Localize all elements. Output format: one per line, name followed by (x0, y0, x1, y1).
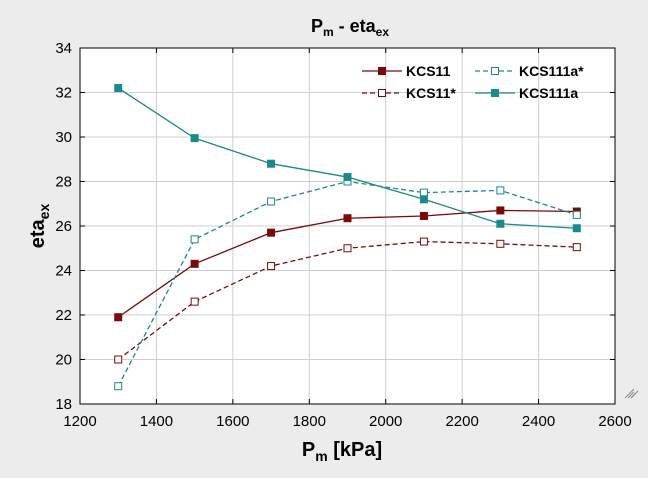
x-tick-labels: 1200 1400 1600 1800 2000 2200 2400 2600 (63, 413, 631, 430)
y-tick-label: 30 (55, 129, 72, 146)
x-axis-title-sub: m (315, 448, 327, 464)
x-axis-title: Pm [kPa] (302, 439, 382, 464)
y-tick-label: 20 (55, 352, 72, 369)
data-point (496, 239, 505, 248)
data-point (419, 188, 428, 197)
data-point (496, 206, 505, 215)
legend-item: KCS11* (362, 85, 456, 101)
y-tick-label: 22 (55, 307, 72, 324)
y-tick-label: 24 (55, 263, 72, 280)
x-tick-label: 1200 (63, 413, 96, 430)
legend-label: KCS11 (406, 63, 451, 79)
y-tick-label: 18 (55, 396, 72, 413)
chart-title: Pm - etaex (311, 16, 389, 39)
x-tick-label: 2200 (445, 413, 478, 430)
series-layer (114, 84, 581, 391)
legend: KCS11 KCS11* KCS111a* KCS111a (362, 63, 584, 101)
x-tick-label: 1400 (140, 413, 173, 430)
y-tick-label: 28 (55, 174, 72, 191)
x-axis-title-suffix: [kPa] (328, 439, 382, 461)
data-point (343, 244, 352, 253)
x-tick-label: 2000 (369, 413, 402, 430)
y-axis-title-sub: ex (36, 204, 52, 220)
resize-grip-icon[interactable] (624, 388, 639, 399)
data-point (267, 228, 276, 237)
x-tick-label: 2400 (522, 413, 555, 430)
data-point (496, 219, 505, 228)
data-point (190, 297, 199, 306)
x-tick-label: 1600 (216, 413, 249, 430)
legend-item: KCS111a* (475, 63, 584, 79)
legend-marker (378, 67, 386, 75)
data-point (267, 262, 276, 271)
chart-title-suffix: - eta (334, 16, 377, 36)
data-point (496, 186, 505, 195)
legend-item: KCS111a (475, 85, 578, 101)
y-tick-label: 34 (55, 40, 72, 57)
series-kcs11- (114, 237, 581, 364)
chart-title-main: P (311, 16, 323, 36)
data-point (114, 313, 123, 322)
legend-label: KCS11* (406, 85, 456, 101)
data-point (419, 237, 428, 246)
y-axis-title: etaex (27, 204, 52, 249)
legend-label: KCS111a (519, 85, 578, 101)
series-kcs111a (114, 84, 581, 233)
data-point (572, 243, 581, 252)
x-tick-label: 2600 (598, 413, 631, 430)
data-point (190, 259, 199, 268)
data-point (114, 355, 123, 364)
data-point (190, 235, 199, 244)
x-axis-title-main: P (302, 439, 315, 461)
legend-marker (378, 89, 386, 97)
x-tick-label: 1800 (293, 413, 326, 430)
data-point (267, 159, 276, 168)
legend-marker (491, 89, 499, 97)
data-point (114, 84, 123, 93)
y-tick-labels: 18 20 22 24 26 28 30 32 34 (55, 40, 72, 413)
legend-marker (491, 67, 499, 75)
y-tick-label: 26 (55, 218, 72, 235)
data-point (572, 210, 581, 219)
y-axis-title-main: eta (27, 218, 49, 248)
legend-label: KCS111a* (519, 63, 584, 79)
chart-title-sub: m (323, 25, 334, 39)
data-point (343, 214, 352, 223)
series-kcs111a- (114, 177, 581, 391)
data-point (114, 382, 123, 391)
data-point (343, 173, 352, 182)
chart-title-suffix-sub: ex (376, 25, 390, 39)
data-point (419, 195, 428, 204)
data-point (419, 211, 428, 220)
data-point (190, 134, 199, 143)
y-tick-label: 32 (55, 85, 72, 102)
data-point (572, 224, 581, 233)
legend-item: KCS11 (362, 63, 451, 79)
data-point (267, 197, 276, 206)
